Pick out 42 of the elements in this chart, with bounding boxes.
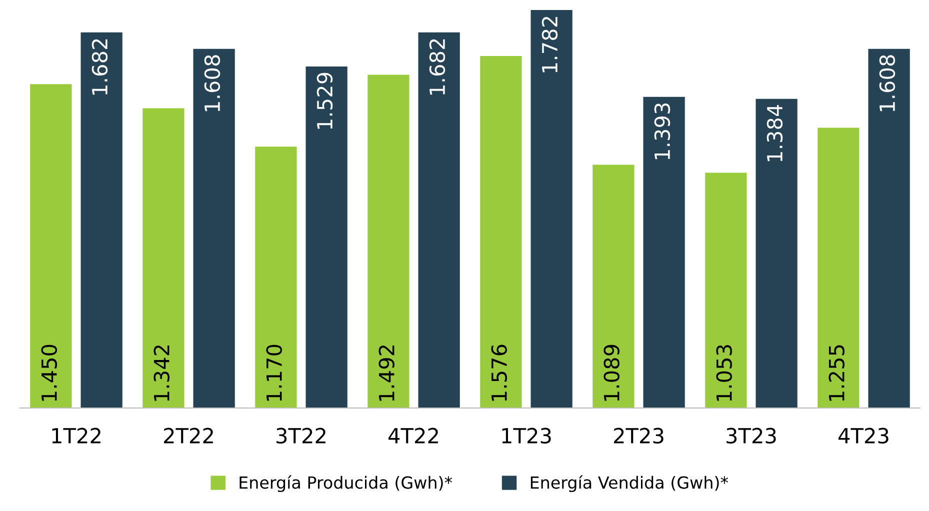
- bar: [592, 164, 634, 408]
- data-label: 1.393: [654, 103, 670, 160]
- data-label: 1.450: [41, 344, 57, 401]
- data-label: 1.529: [316, 72, 333, 129]
- data-label: 1.682: [92, 39, 108, 95]
- x-tick-label: 4T22: [388, 428, 438, 444]
- bar: [80, 32, 122, 408]
- bar: [868, 48, 910, 408]
- data-label: 1.170: [266, 344, 282, 401]
- bar: [30, 84, 72, 408]
- bar: [418, 32, 460, 408]
- legend-label: Energía Producida (Gwh)*: [240, 475, 452, 492]
- x-tick-label: 2T23: [614, 428, 664, 444]
- data-label: 1.576: [491, 344, 507, 401]
- legend-label: Energía Vendida (Gwh)*: [530, 475, 728, 492]
- bar: [193, 48, 235, 408]
- bar: [643, 96, 685, 408]
- bar: [368, 74, 410, 408]
- data-label: 1.053: [716, 345, 732, 401]
- data-label: 1.342: [154, 346, 170, 401]
- data-label: 1.608: [204, 55, 220, 112]
- bar: [705, 172, 747, 408]
- x-tick-label: 3T22: [276, 428, 326, 444]
- bar: [818, 128, 860, 408]
- bar: [530, 10, 572, 408]
- data-label: 1.608: [879, 55, 896, 112]
- data-label: 1.782: [542, 16, 558, 72]
- x-tick-label: 1T23: [502, 428, 551, 444]
- data-label: 1.492: [378, 346, 394, 401]
- x-tick-label: 3T23: [726, 428, 776, 444]
- bar: [480, 56, 522, 408]
- bar: [756, 98, 798, 408]
- bar: [142, 108, 184, 408]
- data-label: 1.682: [429, 39, 446, 95]
- bar: [255, 146, 297, 408]
- x-tick-label: 1T22: [52, 428, 100, 444]
- data-label: 1.089: [604, 344, 620, 401]
- data-label: 1.255: [828, 345, 844, 401]
- data-label: 1.384: [766, 104, 783, 162]
- x-tick-label: 2T22: [164, 428, 213, 444]
- x-tick-label: 4T23: [838, 428, 888, 444]
- bar: [306, 66, 348, 408]
